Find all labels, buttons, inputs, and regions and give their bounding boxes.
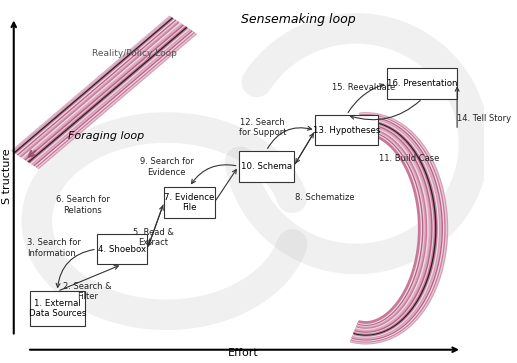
Text: 16. Presentation: 16. Presentation: [387, 79, 458, 88]
FancyBboxPatch shape: [387, 68, 457, 99]
Text: Reality/Policy Loop: Reality/Policy Loop: [92, 49, 177, 58]
FancyBboxPatch shape: [315, 115, 378, 146]
Text: 7. Evidence
File: 7. Evidence File: [164, 192, 215, 212]
Text: 10. Schema: 10. Schema: [240, 162, 292, 171]
Text: 5. Read &
Extract: 5. Read & Extract: [133, 228, 174, 247]
Text: 13. Hypotheses: 13. Hypotheses: [313, 126, 381, 135]
Text: 1. External
Data Sources: 1. External Data Sources: [28, 299, 86, 318]
FancyBboxPatch shape: [97, 234, 147, 264]
FancyBboxPatch shape: [238, 151, 294, 182]
Text: S tructure: S tructure: [2, 148, 12, 204]
Text: 2. Search &
Filter: 2. Search & Filter: [63, 282, 112, 301]
Text: Foraging loop: Foraging loop: [68, 131, 144, 142]
Text: 14. Tell Story: 14. Tell Story: [457, 114, 511, 123]
Text: 8. Schematize: 8. Schematize: [295, 193, 355, 202]
Text: 12. Search
for Support: 12. Search for Support: [239, 118, 286, 137]
Text: 11. Build Case: 11. Build Case: [379, 154, 439, 163]
FancyBboxPatch shape: [29, 291, 85, 326]
Text: Effort: Effort: [228, 348, 258, 358]
FancyBboxPatch shape: [164, 187, 215, 217]
Text: 9. Search for
Evidence: 9. Search for Evidence: [140, 158, 193, 177]
Text: 6. Search for
Relations: 6. Search for Relations: [55, 195, 110, 215]
Text: Sensemaking loop: Sensemaking loop: [241, 13, 356, 26]
Text: 15. Reevaluate: 15. Reevaluate: [332, 83, 396, 92]
Text: 4. Shoebox: 4. Shoebox: [98, 245, 146, 253]
Text: 3. Search for
Information: 3. Search for Information: [27, 238, 81, 258]
